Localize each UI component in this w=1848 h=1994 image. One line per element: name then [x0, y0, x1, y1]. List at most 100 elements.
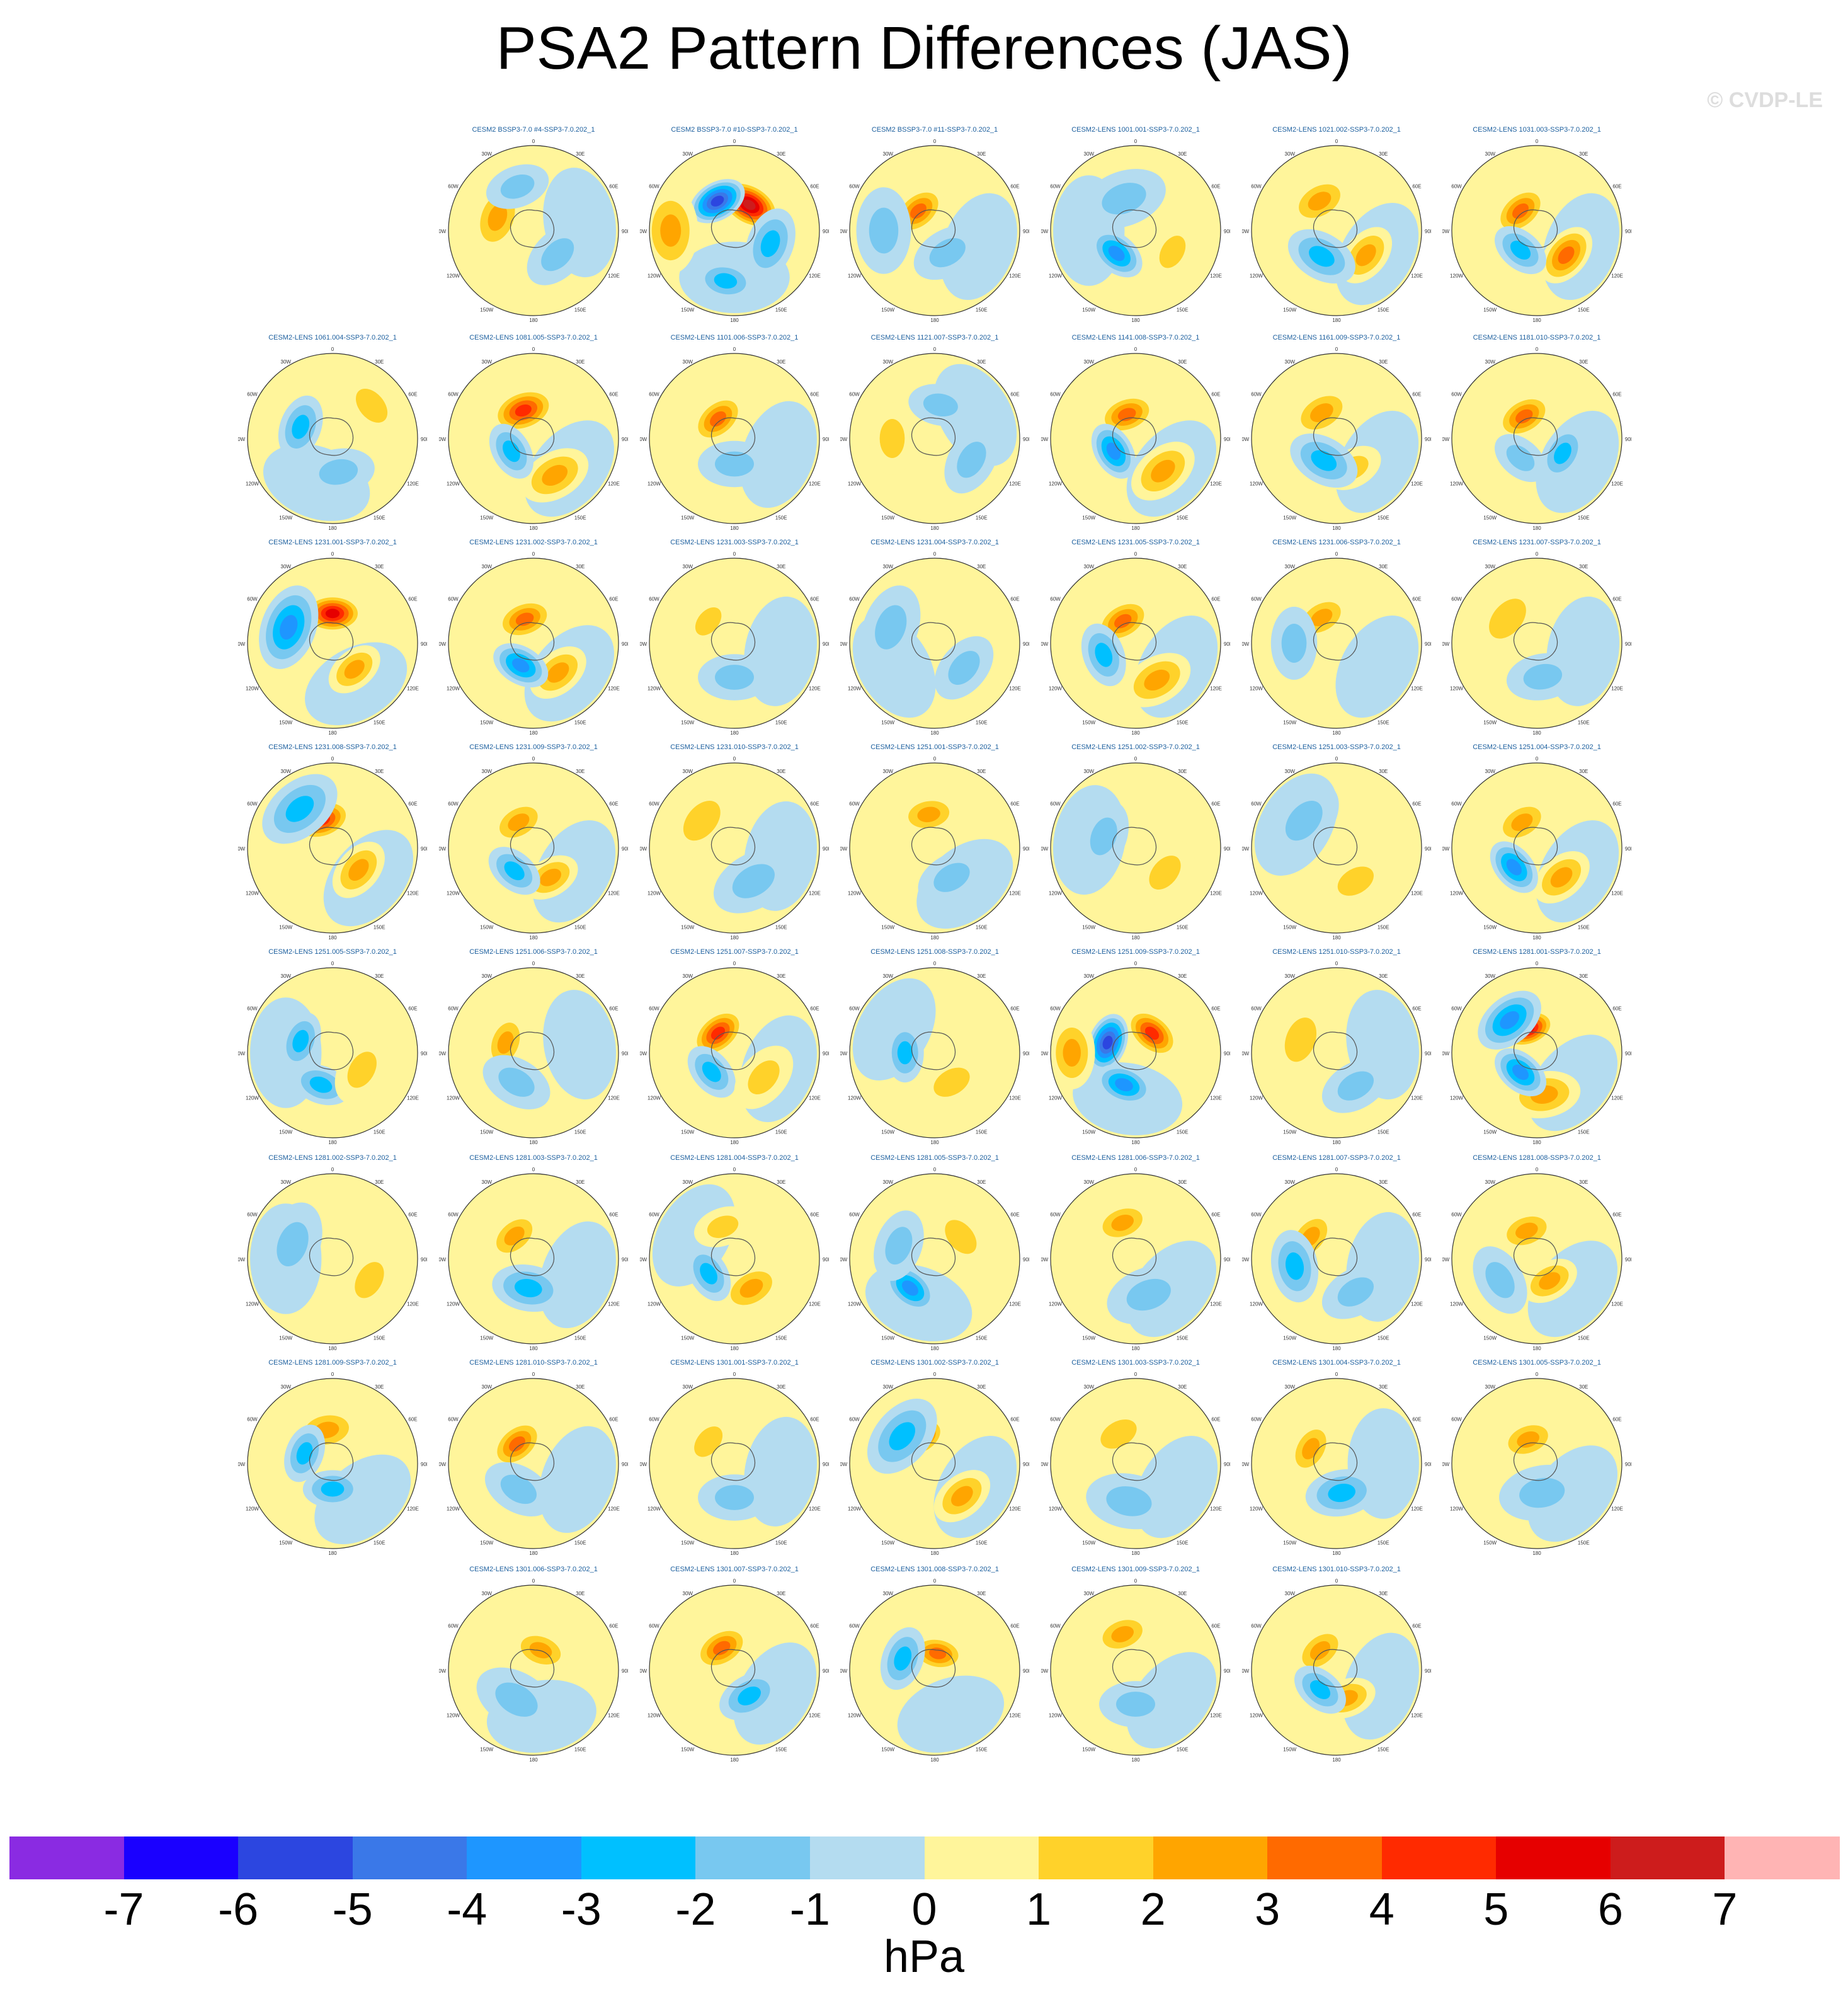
longitude-label: 90W [1442, 641, 1450, 647]
longitude-label: 150E [1578, 924, 1590, 930]
anomaly-contour [488, 203, 508, 231]
panel-label: CESM2-LENS 1301.006-SSP3-7.0.202_1 [469, 1566, 598, 1573]
longitude-label: 120W [1450, 1095, 1463, 1101]
panel-label: CESM2-LENS 1181.010-SSP3-7.0.202_1 [1473, 334, 1601, 341]
longitude-label: 30E [1178, 564, 1187, 570]
longitude-label: 150E [1177, 719, 1189, 725]
longitude-label: 120W [447, 1301, 460, 1307]
longitude-label: 30W [1485, 151, 1496, 157]
longitude-label: 0 [1536, 1372, 1539, 1377]
longitude-label: 90W [238, 1462, 246, 1467]
anomaly-contour [344, 660, 365, 679]
map-panel: CESM2-LENS 1301.009-SSP3-7.0.202_1 0 180 90… [1041, 1566, 1230, 1767]
longitude-label: 180 [1532, 1346, 1541, 1351]
antarctica-outline [710, 1442, 756, 1481]
longitude-label: 180 [1332, 730, 1341, 736]
panel-label: CESM2-LENS 1101.006-SSP3-7.0.202_1 [670, 334, 799, 341]
longitude-label: 0 [331, 347, 334, 352]
anomaly-contour [1126, 1278, 1171, 1311]
panel-label: CESM2-LENS 1141.008-SSP3-7.0.202_1 [1071, 334, 1200, 341]
longitude-label: 120E [407, 481, 419, 486]
longitude-label: 90E [823, 437, 829, 442]
longitude-label: 120E [407, 1301, 419, 1307]
colorbar-segment [809, 1836, 925, 1879]
longitude-label: 30E [576, 564, 585, 570]
colorbar-tick-label: 5 [1483, 1884, 1509, 1935]
longitude-label: 150E [1377, 515, 1389, 520]
longitude-label: 150E [1578, 515, 1590, 520]
longitude-label: 120W [1049, 1095, 1062, 1101]
longitude-label: 30W [482, 769, 493, 774]
polar-map: 0 180 90W 90E 60W 60E 120W 120E 30W 30E 150W 150E [840, 1578, 1029, 1763]
polar-map: 0 180 90W 90E 60W 60E 120W 120E 30W 30E 150W 150E [640, 756, 829, 941]
longitude-label: 90E [421, 846, 427, 852]
anomaly-contour [1512, 1064, 1529, 1080]
longitude-label: 150W [881, 307, 894, 312]
longitude-label: 120E [608, 1506, 620, 1511]
longitude-label: 60W [649, 1624, 659, 1629]
longitude-label: 0 [1134, 961, 1138, 966]
longitude-label: 90E [1625, 229, 1631, 234]
map-frame [649, 353, 820, 524]
longitude-label: 60E [408, 1006, 417, 1012]
colorbar-tick-label: -4 [447, 1884, 488, 1935]
longitude-label: 90W [1041, 1462, 1049, 1467]
longitude-label: 30W [482, 973, 493, 979]
anomaly-contour [1500, 1011, 1519, 1029]
anomaly-contour [929, 238, 966, 268]
antarctica-outline [510, 1031, 555, 1070]
longitude-label: 30E [1379, 769, 1388, 774]
map-panel: CESM2-LENS 1231.003-SSP3-7.0.202_1 0 180 90… [640, 539, 829, 740]
longitude-label: 30W [1285, 769, 1296, 774]
map-panel: CESM2-LENS 1231.001-SSP3-7.0.202_1 0 180 90… [238, 539, 427, 740]
anomaly-contour [1506, 859, 1522, 876]
longitude-label: 60W [1251, 1417, 1262, 1423]
longitude-label: 150W [681, 1540, 694, 1545]
map-panel: CESM2-LENS 1251.002-SSP3-7.0.202_1 0 180 90… [1041, 743, 1230, 945]
anomaly-contour [1337, 1071, 1374, 1101]
longitude-label: 150E [775, 719, 787, 725]
anomaly-contour [509, 1436, 525, 1452]
longitude-label: 90E [1224, 1462, 1230, 1467]
longitude-label: 90W [439, 1051, 447, 1057]
longitude-label: 30E [576, 1591, 585, 1596]
longitude-label: 120E [1009, 1506, 1021, 1511]
longitude-label: 90W [1242, 437, 1250, 442]
anomaly-contour [1309, 1641, 1331, 1660]
longitude-label: 30E [1178, 1591, 1187, 1596]
map-panel: CESM2-LENS 1101.006-SSP3-7.0.202_1 0 180 90… [640, 334, 829, 536]
longitude-label: 120E [1210, 1712, 1222, 1718]
map-panel: CESM2-LENS 1281.008-SSP3-7.0.202_1 0 180 90… [1442, 1154, 1631, 1356]
panel-label: CESM2-LENS 1251.001-SSP3-7.0.202_1 [870, 743, 999, 751]
longitude-label: 30W [1285, 973, 1296, 979]
longitude-label: 30W [482, 151, 493, 157]
antarctica-outline [309, 622, 354, 661]
longitude-label: 60W [849, 597, 860, 602]
antarctica-outline [1513, 622, 1558, 661]
panel-label: CESM2-LENS 1251.010-SSP3-7.0.202_1 [1272, 948, 1401, 956]
longitude-label: 90E [1425, 641, 1431, 647]
map-panel: CESM2-LENS 1281.005-SSP3-7.0.202_1 0 180 90… [840, 1154, 1029, 1356]
map-panel: CESM2-LENS 1281.002-SSP3-7.0.202_1 0 180 90… [238, 1154, 427, 1356]
longitude-label: 60W [1050, 184, 1061, 190]
longitude-label: 90E [823, 641, 829, 647]
anomaly-contour [738, 1686, 761, 1705]
longitude-label: 90E [622, 229, 628, 234]
longitude-label: 90W [640, 1051, 647, 1057]
anomaly-contour [500, 174, 535, 199]
longitude-label: 150W [1082, 307, 1095, 312]
anomaly-contour [923, 393, 958, 417]
antarctica-outline [911, 417, 956, 456]
panel-label: CESM2-LENS 1251.005-SSP3-7.0.202_1 [268, 948, 397, 956]
polar-map: 0 180 90W 90E 60W 60E 120W 120E 30W 30E 150W 150E [840, 139, 1029, 323]
anomaly-contour [710, 1026, 726, 1040]
longitude-label: 120W [1049, 1712, 1062, 1718]
longitude-label: 60W [1050, 801, 1061, 807]
panel-label: CESM2-LENS 1251.009-SSP3-7.0.202_1 [1071, 948, 1200, 956]
longitude-label: 60W [247, 597, 258, 602]
longitude-label: 150E [976, 307, 988, 312]
longitude-label: 120W [848, 1095, 861, 1101]
longitude-label: 120E [1210, 1301, 1222, 1307]
longitude-label: 90W [439, 1668, 447, 1674]
longitude-label: 60W [1451, 597, 1462, 602]
